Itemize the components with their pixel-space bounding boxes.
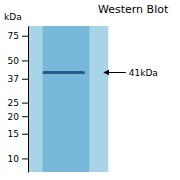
tick-label: 15 [8,129,19,139]
tick: 50 [8,56,28,66]
tick-mark [22,60,28,61]
title: Western Blot [98,3,169,16]
tick: 20 [8,112,28,122]
y-axis-label: kDa [4,12,22,22]
tick-mark [22,158,28,159]
tick: 25 [8,98,28,108]
tick-label: 75 [8,31,19,41]
tick-mark [22,116,28,117]
tick-label: 25 [8,98,19,108]
lane [43,26,90,172]
chart: 10 15 20 25 37 50 75 41kDa kDa Western Blot [0,0,180,180]
tick-label: 37 [8,74,19,84]
marks [28,26,108,172]
arrow [104,72,126,73]
gel-background [28,26,108,172]
tick: 10 [8,154,28,164]
tick-mark [22,103,28,104]
tick-label: 10 [8,154,20,164]
tick: 75 [8,31,28,41]
data-label: 41kDa [129,68,158,78]
y-axis-line [28,27,29,173]
tick-label: 20 [8,112,20,122]
plot: 10 15 20 25 37 50 75 41kDa [8,26,158,173]
tick-label: 50 [8,56,20,66]
tick: 37 [8,74,28,84]
tick-mark [22,36,28,37]
tick: 15 [8,129,28,139]
y-axis: 10 15 20 25 37 50 75 [8,27,29,173]
tick-mark [22,79,28,80]
tick-mark [22,134,28,135]
band [44,71,83,74]
